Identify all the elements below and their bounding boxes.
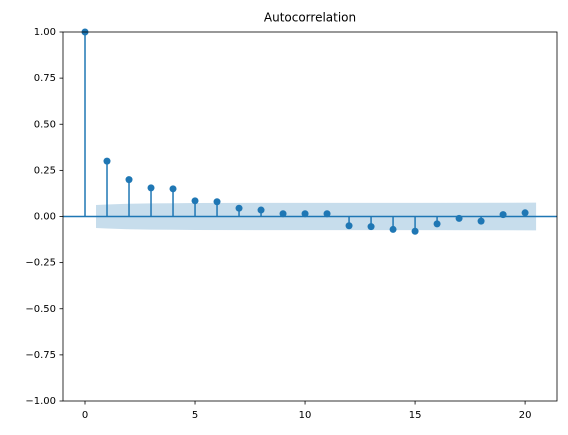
y-tick-label: −1.00	[25, 396, 56, 407]
marker	[191, 197, 199, 205]
marker	[125, 176, 133, 184]
marker	[521, 209, 529, 217]
marker	[257, 206, 265, 214]
marker	[455, 214, 463, 222]
marker	[345, 222, 353, 230]
marker	[147, 184, 155, 192]
marker	[103, 157, 111, 165]
marker	[367, 223, 375, 231]
marker	[499, 211, 507, 219]
y-tick-label: 0.50	[34, 119, 56, 130]
y-tick-label: 0.25	[34, 165, 56, 176]
y-tick-label: −0.75	[25, 350, 56, 361]
x-tick-label: 10	[299, 410, 312, 421]
marker	[389, 225, 397, 233]
marker	[477, 217, 485, 225]
marker	[411, 227, 419, 235]
y-tick-label: 0.75	[34, 73, 56, 84]
marker	[213, 198, 221, 206]
y-tick-label: −0.25	[25, 258, 56, 269]
marker	[433, 220, 441, 228]
x-tick-label: 15	[409, 410, 422, 421]
x-tick-label: 20	[519, 410, 532, 421]
y-tick-label: −0.50	[25, 304, 56, 315]
y-tick-label: 1.00	[34, 27, 56, 38]
marker	[169, 185, 177, 193]
x-tick-label: 5	[192, 410, 198, 421]
marker	[279, 210, 287, 218]
y-tick-label: 0.00	[34, 212, 56, 223]
marker	[323, 210, 331, 218]
chart-title: Autocorrelation	[264, 11, 356, 25]
marker	[301, 210, 309, 218]
marker	[235, 204, 243, 212]
x-tick-label: 0	[82, 410, 88, 421]
